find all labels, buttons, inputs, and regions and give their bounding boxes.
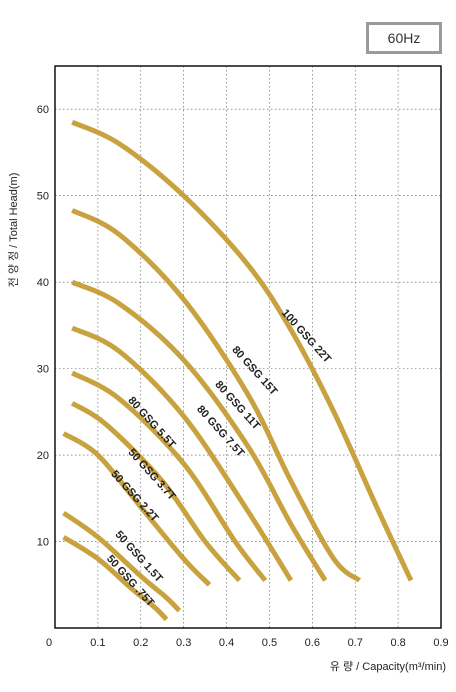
x-tick-label: 0 — [46, 637, 52, 649]
y-tick-label: 10 — [37, 537, 49, 549]
x-tick-label: 0.4 — [219, 637, 234, 649]
y-tick-label: 60 — [37, 104, 49, 116]
y-tick-label: 40 — [37, 277, 49, 289]
series-line — [71, 325, 294, 582]
x-tick-label: 0.3 — [176, 637, 191, 649]
series-line — [62, 431, 212, 587]
x-tick-label: 0.6 — [305, 637, 320, 649]
x-tick-label: 0.9 — [433, 637, 448, 649]
series-line — [62, 510, 182, 613]
y-tick-label: 30 — [37, 364, 49, 376]
series-line — [71, 208, 362, 583]
series-line — [70, 370, 268, 582]
frequency-badge: 60Hz — [366, 22, 442, 54]
plot-frame — [54, 65, 442, 629]
x-tick-label: 0.1 — [90, 637, 105, 649]
series-line — [62, 535, 169, 622]
series-line — [71, 279, 328, 582]
x-tick-label: 0.5 — [262, 637, 277, 649]
x-tick-label: 0.7 — [348, 637, 363, 649]
series-label: 80 GSG 15T — [229, 344, 279, 398]
x-axis-label: 유 량 / Capacity(m³/min) — [329, 661, 446, 673]
y-tick-label: 20 — [37, 450, 49, 462]
y-tick-label: 50 — [37, 191, 49, 203]
x-tick-label: 0.2 — [133, 637, 148, 649]
series-line — [70, 401, 242, 583]
series-line — [71, 119, 414, 582]
x-tick-label: 0.8 — [390, 637, 405, 649]
